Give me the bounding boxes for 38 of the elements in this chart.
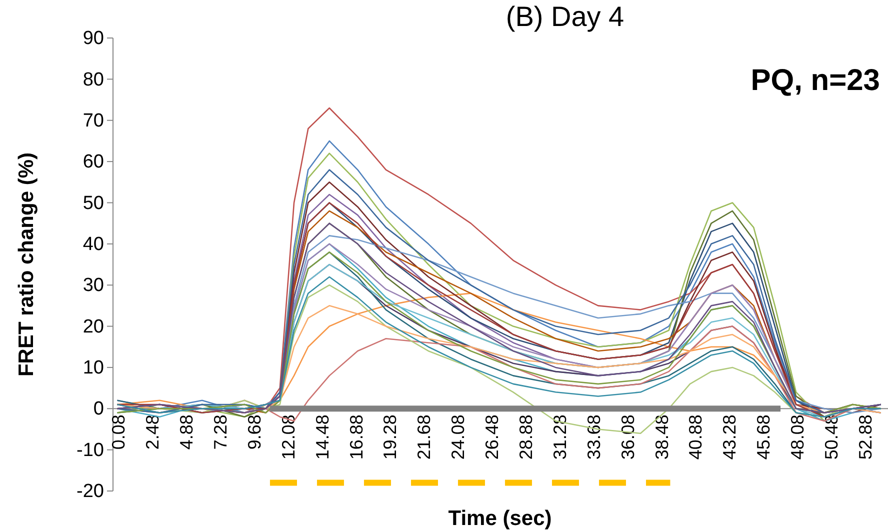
x-tick-label: 19.28 (380, 414, 400, 460)
y-tick-label: 20 (82, 316, 104, 338)
x-tick-label: 40.88 (686, 414, 706, 460)
x-axis-title: Time (sec) (448, 507, 552, 530)
x-tick-label: 38.48 (652, 414, 672, 460)
x-tick-label: 52.88 (855, 414, 876, 460)
x-tick-label: 31.28 (550, 414, 570, 460)
x-tick-label: 21.68 (414, 414, 434, 460)
y-tick-label: 30 (82, 275, 104, 296)
x-tick-label: 33.68 (584, 414, 604, 460)
x-tick-label: 7.28 (210, 414, 230, 450)
y-tick-label: 80 (82, 69, 104, 90)
y-tick-label: 60 (82, 152, 104, 173)
x-tick-label: 9.68 (244, 414, 264, 450)
x-tick-label: 36.08 (618, 414, 638, 460)
x-tick-label: 28.88 (516, 414, 536, 460)
x-tick-label: 4.88 (176, 414, 197, 450)
y-tick-label: 90 (82, 28, 104, 50)
x-tick-label: 43.28 (720, 414, 740, 460)
y-tick-label: 50 (82, 192, 104, 214)
y-tick-label: -20 (76, 481, 104, 502)
y-tick-label: 70 (82, 110, 104, 132)
y-tick-label: 0 (93, 398, 104, 420)
x-tick-label: 45.68 (754, 414, 774, 460)
x-tick-label: 26.48 (482, 414, 502, 460)
x-tick-label: 12.08 (278, 414, 298, 460)
y-tick-label: -10 (76, 440, 104, 461)
x-tick-label: 14.48 (312, 414, 332, 460)
x-tick-label: 0.08 (108, 414, 129, 450)
y-axis-title: FRET ratio change (%) (15, 152, 38, 377)
y-tick-label: 10 (82, 358, 104, 379)
annotation: PQ, n=23 (750, 64, 880, 97)
chart-title: (B) Day 4 (506, 1, 624, 32)
y-tick-label: 40 (82, 234, 104, 255)
x-tick-label: 16.88 (346, 414, 366, 460)
x-tick-label: 2.48 (142, 414, 163, 450)
x-tick-label: 24.08 (448, 414, 468, 460)
x-tick-label: 48.08 (788, 414, 808, 460)
